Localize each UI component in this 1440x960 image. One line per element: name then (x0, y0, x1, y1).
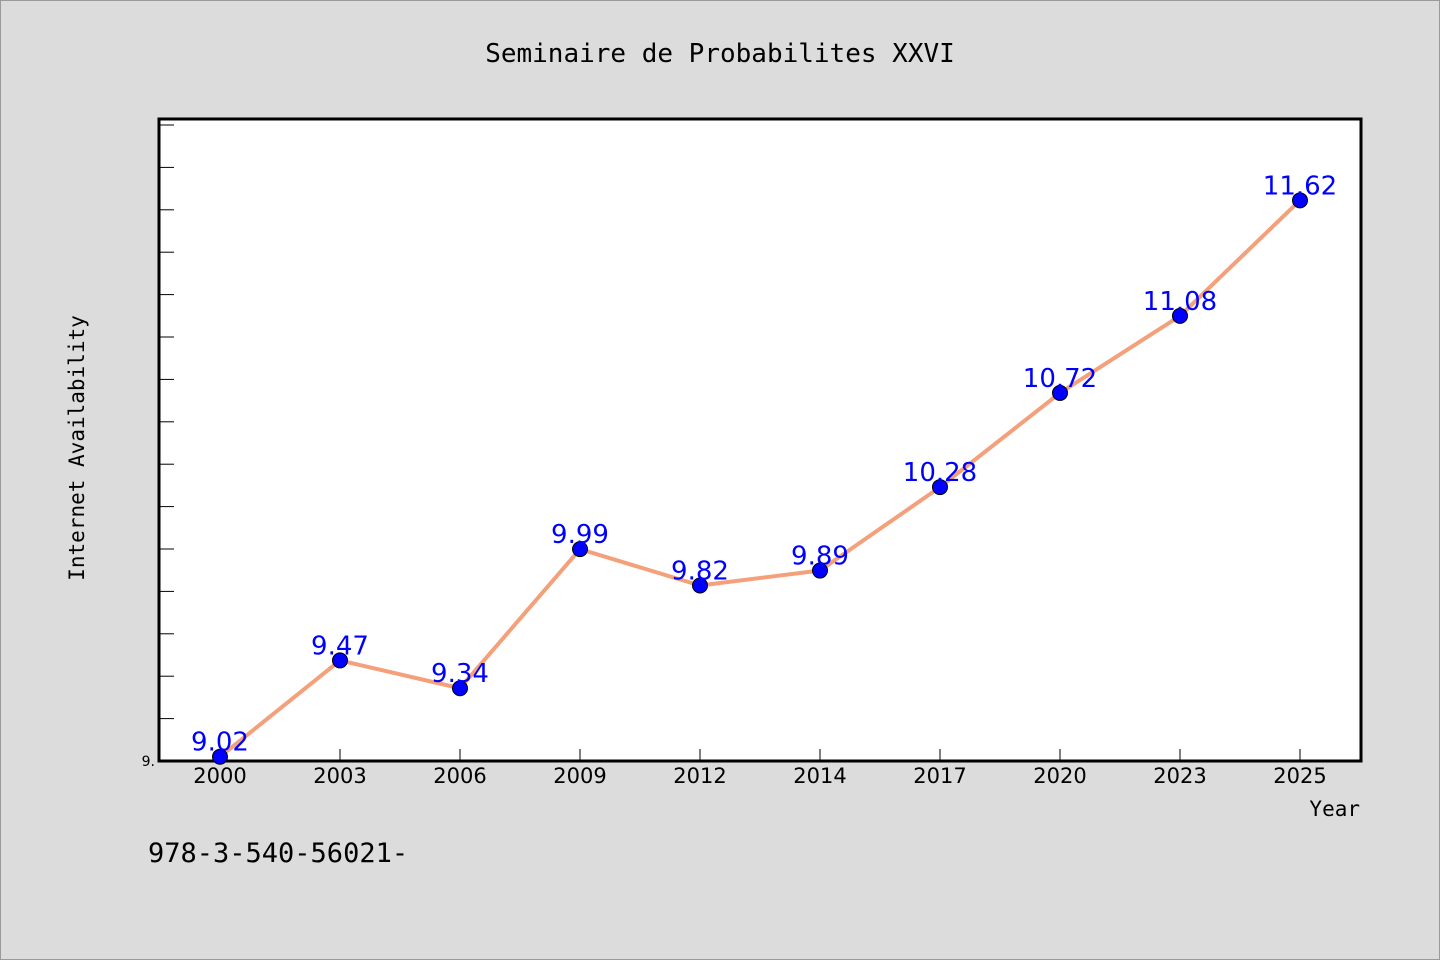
series-line (218, 198, 1302, 759)
data-point (332, 652, 348, 669)
data-label: 9.02 (191, 728, 249, 758)
data-label: 11.08 (1143, 287, 1217, 317)
x-tick-label: 2014 (793, 764, 846, 788)
x-tick-label: 2012 (673, 764, 726, 788)
y-axis-ticks (159, 124, 174, 762)
data-point (572, 541, 588, 558)
y-tick-label: 9. (142, 754, 155, 770)
data-point (1172, 307, 1188, 324)
x-tick-label: 2020 (1033, 764, 1086, 788)
series-internet-availability: 9.02 9.47 9.34 9.99 9.82 9.89 10.28 10.72 11.08 1… (191, 171, 1337, 765)
data-label: 9.99 (551, 520, 609, 550)
data-label: 9.34 (431, 659, 489, 689)
footer-isbn-text: 978-3-540-56021- (148, 838, 408, 869)
data-point (212, 748, 228, 765)
data-label: 9.82 (671, 557, 729, 587)
data-point (692, 577, 708, 594)
x-tick-label: 2025 (1273, 764, 1326, 788)
x-tick-label: 2003 (313, 764, 366, 788)
x-axis-tick-labels: 2000 2003 2006 2009 2012 2014 2017 2020 2023 2025 (193, 764, 1326, 788)
y-axis-label: Internet Availability (65, 315, 89, 581)
data-label: 10.72 (1023, 364, 1097, 394)
data-point (812, 562, 828, 579)
data-label: 10.28 (903, 458, 977, 488)
x-tick-label: 2023 (1153, 764, 1206, 788)
x-tick-label: 2000 (193, 764, 246, 788)
data-label: 9.47 (311, 631, 369, 661)
plot-area (157, 117, 1363, 763)
x-axis-label: Year (1309, 797, 1360, 821)
x-tick-label: 2006 (433, 764, 486, 788)
chart-title: Seminaire de Probabilites XXVI (485, 39, 955, 69)
data-point (452, 680, 468, 697)
data-point (1292, 192, 1308, 209)
x-tick-label: 2009 (553, 764, 606, 788)
data-point (932, 479, 948, 496)
data-label: 11.62 (1263, 171, 1337, 201)
data-point (1052, 384, 1068, 401)
x-tick-label: 2017 (913, 764, 966, 788)
data-label: 9.89 (791, 542, 849, 572)
